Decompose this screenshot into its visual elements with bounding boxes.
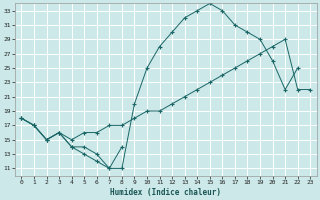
X-axis label: Humidex (Indice chaleur): Humidex (Indice chaleur): [110, 188, 221, 197]
